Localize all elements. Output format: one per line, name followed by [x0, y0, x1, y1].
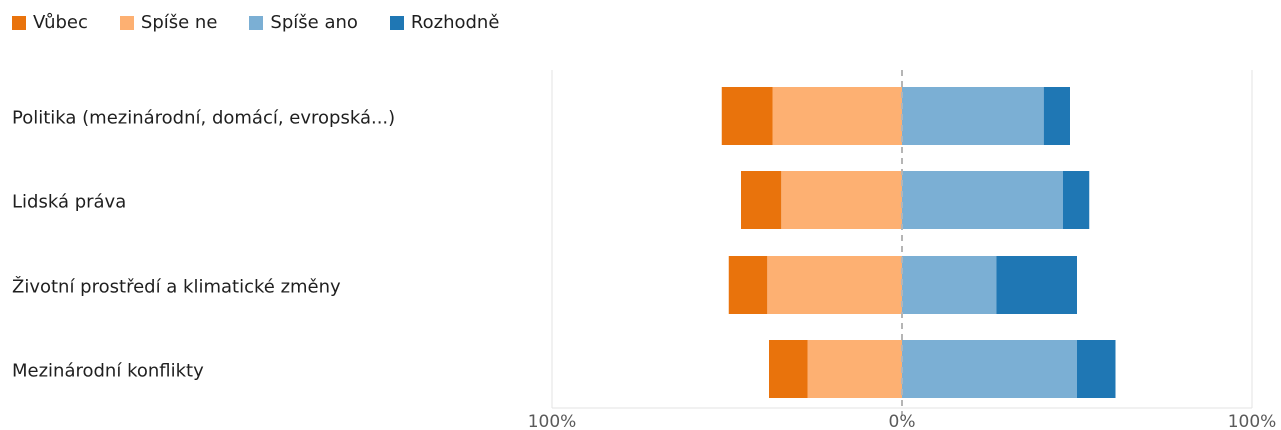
bar-segment — [807, 340, 902, 398]
category-label: Politika (mezinárodní, domácí, evropská.… — [12, 107, 396, 129]
bar-segment — [772, 87, 902, 145]
bar-segment — [1063, 171, 1090, 229]
bar-segment — [1043, 87, 1070, 145]
category-label: Mezinárodní konflikty — [12, 360, 204, 382]
tick-label: 100% — [528, 412, 577, 430]
legend: Vůbec Spíše ne Spíše ano Rozhodně — [12, 12, 531, 33]
bar-segment — [1077, 340, 1116, 398]
legend-swatch — [119, 15, 134, 30]
bar-segment — [902, 87, 1044, 145]
legend-label: Spíše ano — [270, 12, 358, 33]
legend-swatch — [389, 15, 404, 30]
legend-item-vubec[interactable]: Vůbec — [12, 12, 88, 33]
tick-label: 0% — [889, 412, 916, 430]
category-label: Životní prostředí a klimatické změny — [12, 276, 341, 298]
legend-swatch — [249, 15, 264, 30]
legend-item-rozhodne[interactable]: Rozhodně — [389, 12, 500, 33]
legend-item-spise-ne[interactable]: Spíše ne — [119, 12, 218, 33]
bar-segment — [769, 340, 808, 398]
legend-swatch — [12, 15, 26, 30]
category-label: Lidská práva — [12, 191, 127, 213]
bar-segment — [781, 171, 902, 229]
bar-segment — [721, 87, 773, 145]
legend-item-spise-ano[interactable]: Spíše ano — [249, 12, 358, 33]
bar-segment — [767, 256, 902, 314]
bar-segment — [902, 256, 997, 314]
tick-label: 100% — [1228, 412, 1277, 430]
legend-label: Rozhodně — [410, 12, 500, 33]
bar-segment — [741, 171, 782, 229]
bar-segment — [996, 256, 1077, 314]
legend-label: Vůbec — [33, 12, 88, 33]
bar-segment — [902, 340, 1077, 398]
legend-label: Spíše ne — [140, 12, 218, 33]
bar-segment — [728, 256, 768, 314]
bar-segment — [902, 171, 1063, 229]
